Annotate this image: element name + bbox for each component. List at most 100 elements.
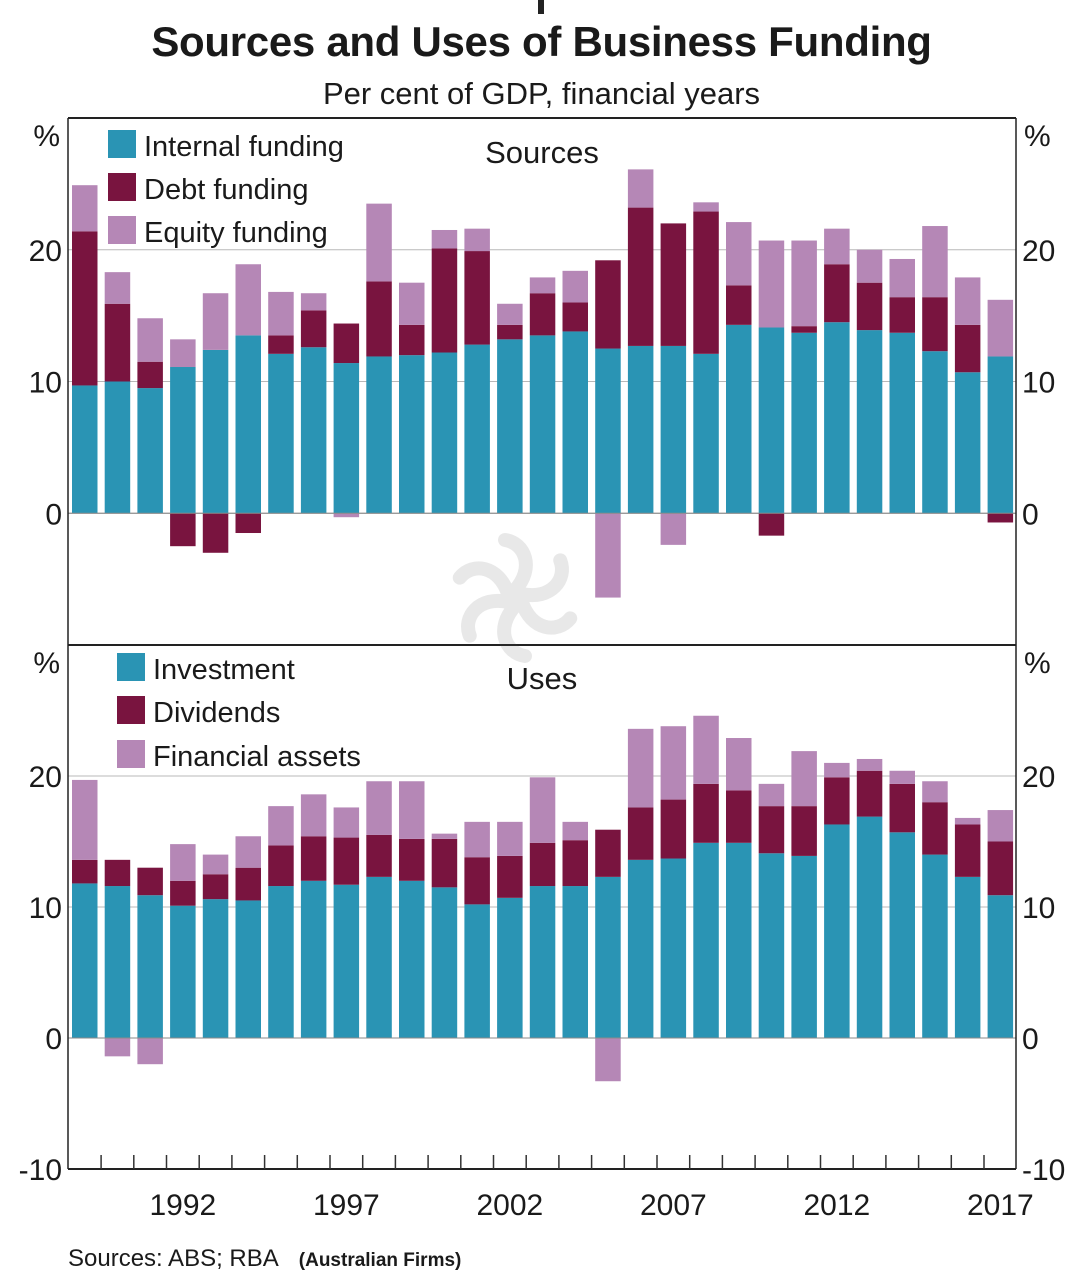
legend-swatch-internal-funding <box>108 130 136 158</box>
y-tick-label-right: 0 <box>1022 1023 1039 1056</box>
bar-debt-funding-1990 <box>104 303 131 382</box>
bar-investment-1989 <box>72 883 98 1038</box>
x-tick-label: 2007 <box>640 1189 707 1222</box>
bar-equity-funding-1990 <box>104 272 131 304</box>
bar-equity-funding-1989 <box>72 185 98 232</box>
legend-label-equity-funding: Equity funding <box>144 217 328 249</box>
bar-investment-1998 <box>366 876 392 1038</box>
bar-financial-assets-2010 <box>758 783 785 807</box>
bar-internal-funding-2005 <box>595 348 621 514</box>
watermark-logo-icon <box>452 533 578 663</box>
bar-dividends-1999 <box>399 838 425 881</box>
bar-internal-funding-1999 <box>399 355 425 514</box>
bar-equity-funding-2006 <box>627 169 654 208</box>
bar-debt-funding-2009 <box>726 285 752 325</box>
bar-debt-funding-2000 <box>431 248 458 353</box>
bar-investment-2016 <box>954 876 981 1038</box>
bar-equity-funding-2017 <box>987 299 1014 357</box>
bar-debt-funding-2011 <box>791 326 817 333</box>
bar-investment-2005 <box>595 876 621 1038</box>
bar-dividends-2006 <box>627 807 654 860</box>
bar-financial-assets-2012 <box>824 762 850 778</box>
bar-debt-funding-2015 <box>922 297 948 352</box>
bar-dividends-2007 <box>660 799 687 859</box>
y-tick-label-right: -10 <box>1022 1154 1065 1187</box>
bar-investment-2013 <box>856 816 883 1038</box>
bar-internal-funding-2007 <box>660 345 687 514</box>
bar-investment-2015 <box>922 854 948 1038</box>
bar-debt-funding-2002 <box>497 324 523 340</box>
bar-investment-2010 <box>758 853 785 1038</box>
y-tick-label-left: 20 <box>29 761 62 794</box>
bar-investment-1999 <box>399 880 425 1038</box>
y-tick-label-right: 20 <box>1022 235 1055 268</box>
bar-financial-assets-2016 <box>954 817 981 825</box>
bar-debt-funding-1995 <box>268 335 294 354</box>
y-tick-label-left: 0 <box>45 1023 62 1056</box>
bar-financial-assets-2015 <box>922 781 948 803</box>
bar-financial-assets-1995 <box>268 806 294 846</box>
bar-investment-2008 <box>693 842 719 1038</box>
y-unit-left: % <box>33 647 60 680</box>
australian-firms-note: (Australian Firms) <box>298 1250 462 1271</box>
bar-investment-2017 <box>987 895 1014 1038</box>
bar-debt-funding-2017 <box>987 513 1014 523</box>
bar-dividends-1996 <box>300 836 327 881</box>
bar-debt-funding-2004 <box>562 302 588 332</box>
bar-financial-assets-2013 <box>856 758 883 771</box>
bar-equity-funding-1999 <box>399 282 425 325</box>
y-tick-label-right: 0 <box>1022 498 1039 531</box>
bar-dividends-2012 <box>824 777 850 825</box>
bar-investment-2014 <box>889 832 915 1038</box>
legend-swatch-financial-assets <box>117 740 145 768</box>
bar-dividends-1998 <box>366 834 392 877</box>
bar-dividends-2002 <box>497 855 523 898</box>
bar-investment-2007 <box>660 858 687 1038</box>
bar-investment-2011 <box>791 855 817 1038</box>
panel-sources: 0 0 10 10 20 20% % Sources Internal funding Debt … <box>29 117 1055 645</box>
bar-equity-funding-2001 <box>464 228 490 252</box>
bar-internal-funding-2009 <box>726 324 752 514</box>
bar-financial-assets-2007 <box>660 726 687 800</box>
bar-debt-funding-1991 <box>137 361 163 389</box>
x-tick-label: 2012 <box>803 1189 870 1222</box>
bar-dividends-2003 <box>529 842 556 887</box>
bar-dividends-2008 <box>693 783 719 843</box>
bar-financial-assets-1993 <box>202 854 229 875</box>
bar-internal-funding-2014 <box>889 332 915 514</box>
bar-internal-funding-1995 <box>268 353 294 514</box>
bar-equity-funding-1996 <box>300 293 327 311</box>
bar-internal-funding-2010 <box>758 327 785 514</box>
y-unit-right: % <box>1024 647 1051 680</box>
y-unit-right: % <box>1024 120 1051 153</box>
bar-financial-assets-1994 <box>235 836 261 868</box>
bar-equity-funding-2007 <box>660 513 687 545</box>
x-tick-label: 2002 <box>476 1189 543 1222</box>
bar-internal-funding-2002 <box>497 339 523 514</box>
bar-financial-assets-2006 <box>627 728 654 808</box>
legend-swatch-equity-funding <box>108 216 136 244</box>
bar-equity-funding-1993 <box>202 293 229 350</box>
legend-swatch-investment <box>117 653 145 681</box>
bar-dividends-1991 <box>137 867 163 896</box>
y-tick-label-left: 0 <box>45 498 62 531</box>
bar-internal-funding-2006 <box>627 345 654 514</box>
bar-equity-funding-2002 <box>497 303 523 325</box>
chart-title: Sources and Uses of Business Funding <box>151 18 932 65</box>
bar-debt-funding-2003 <box>529 293 556 336</box>
bar-investment-2009 <box>726 842 752 1038</box>
bar-debt-funding-1996 <box>300 310 327 348</box>
panel-title: Uses <box>507 661 578 696</box>
bar-internal-funding-2004 <box>562 331 588 514</box>
legend-label-debt-funding: Debt funding <box>144 174 308 206</box>
bar-debt-funding-2013 <box>856 282 883 331</box>
sources-note: Sources: ABS; RBA <box>68 1245 279 1272</box>
bar-equity-funding-2009 <box>726 222 752 286</box>
legend-swatch-debt-funding <box>108 173 136 201</box>
bar-internal-funding-2008 <box>693 353 719 514</box>
bar-investment-1996 <box>300 880 327 1038</box>
bar-debt-funding-1998 <box>366 281 392 357</box>
bar-dividends-2015 <box>922 802 948 855</box>
bar-investment-1995 <box>268 886 294 1038</box>
bar-internal-funding-1993 <box>202 349 229 514</box>
